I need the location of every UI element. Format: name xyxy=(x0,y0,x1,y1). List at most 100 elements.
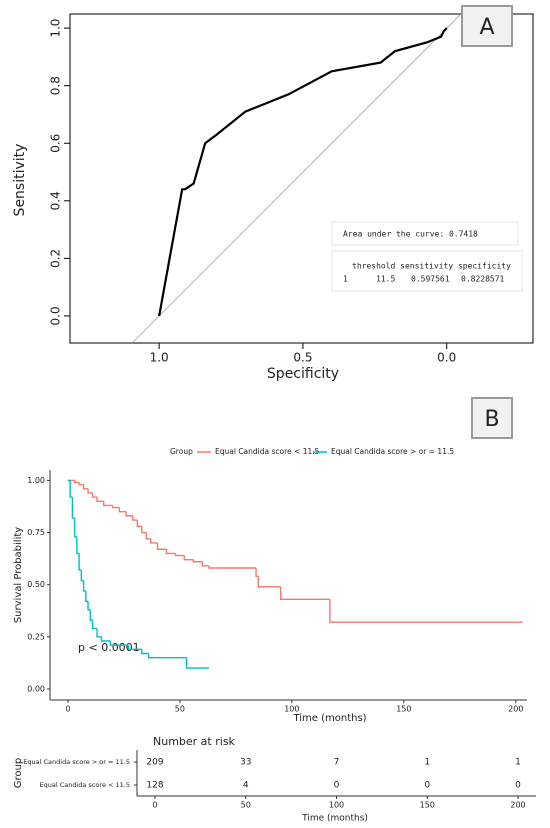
y-tick-label: 0.25 xyxy=(27,632,45,641)
risk-count: 128 xyxy=(146,781,163,791)
row-label: Equal Candida score < 11.5 xyxy=(40,781,130,789)
survival-step xyxy=(127,645,142,651)
x-axis-label: Time (months) xyxy=(301,814,368,824)
survival-step xyxy=(132,515,138,521)
threshold-cell: 1 xyxy=(343,275,348,284)
survival-step xyxy=(141,526,147,534)
risk-count: 1 xyxy=(515,758,521,768)
threshold-cell: 11.5 xyxy=(376,275,395,284)
survival-step xyxy=(87,601,91,611)
survival-step xyxy=(87,488,93,494)
survival-step xyxy=(85,590,89,603)
threshold-header: threshold sensitivity specificity xyxy=(352,262,511,271)
survival-step xyxy=(69,480,73,498)
x-tick-label: 100 xyxy=(284,705,299,714)
y-axis-label: Sensitivity xyxy=(12,144,28,217)
survival-step xyxy=(156,542,167,550)
survival-step xyxy=(109,640,129,646)
x-tick-label: 50 xyxy=(175,705,185,714)
risk-count: 0 xyxy=(515,781,521,791)
roc-curve xyxy=(158,27,448,317)
x-axis-label: Time (months) xyxy=(292,713,366,724)
survival-step xyxy=(73,480,80,484)
panel-label-box xyxy=(461,5,513,47)
panel-label: A xyxy=(479,15,494,40)
survival-step xyxy=(78,553,82,571)
survival-step xyxy=(185,657,209,669)
survival-step xyxy=(82,484,89,490)
y-tick-label: 0.2 xyxy=(49,249,63,268)
x-tick-label: 150 xyxy=(420,801,435,810)
survival-step xyxy=(147,653,187,659)
survival-step xyxy=(80,570,84,582)
survival-step xyxy=(192,559,203,563)
survival-step xyxy=(125,511,133,517)
threshold-cell: 0.8228571 xyxy=(461,275,505,284)
survival-step xyxy=(183,555,194,561)
survival-step xyxy=(174,553,185,557)
table-title: Number at risk xyxy=(153,735,236,748)
risk-count: 4 xyxy=(243,781,249,791)
survival-step xyxy=(100,636,111,642)
survival-step xyxy=(201,561,209,567)
x-tick-label: 0.5 xyxy=(293,351,312,365)
survival-step xyxy=(329,599,523,623)
survival-step xyxy=(103,501,113,507)
x-tick-label: 0 xyxy=(152,801,157,810)
survival-step xyxy=(96,628,102,638)
y-axis-label: Survival Probability xyxy=(13,527,24,623)
panel-label: B xyxy=(484,407,499,432)
x-tick-label: 1.0 xyxy=(150,351,169,365)
survival-step xyxy=(165,549,176,555)
x-tick-label: 150 xyxy=(396,705,411,714)
survival-step xyxy=(91,620,98,630)
auc-text: Area under the curve: 0.7418 xyxy=(343,230,478,239)
survival-step xyxy=(71,497,75,519)
y-tick-label: 1.0 xyxy=(49,19,63,38)
y-tick-label: 0.4 xyxy=(49,191,63,210)
reference-line xyxy=(131,14,462,343)
risk-count: 33 xyxy=(240,758,251,768)
y-tick-label: 0.0 xyxy=(49,306,63,325)
survival-step xyxy=(91,492,98,498)
auc-box xyxy=(331,221,519,246)
survival-step xyxy=(150,538,158,544)
survival-step xyxy=(78,482,84,486)
plot-box xyxy=(69,13,534,344)
survival-step xyxy=(82,580,86,592)
y-tick-label: 1.00 xyxy=(27,476,45,485)
y-tick-label: 0.6 xyxy=(49,134,63,153)
x-tick-label: 0.0 xyxy=(437,351,456,365)
x-tick-label: 50 xyxy=(241,801,251,810)
survival-step xyxy=(96,497,104,502)
x-tick-label: 200 xyxy=(510,801,525,810)
y-tick-label: 0.75 xyxy=(27,528,45,537)
row-label: Equal Candida score > or = 11.5 xyxy=(23,758,130,766)
risk-count: 0 xyxy=(334,781,340,791)
x-tick-label: 0 xyxy=(65,705,70,714)
y-axis-label: Group xyxy=(13,758,24,788)
survival-step xyxy=(73,517,77,538)
p-value: p < 0.0001 xyxy=(78,641,140,654)
survival-step xyxy=(89,609,93,621)
risk-count: 7 xyxy=(334,758,340,768)
risk-count: 209 xyxy=(146,758,163,768)
threshold-cell: 0.597561 xyxy=(411,275,450,284)
survival-step xyxy=(145,532,151,540)
survival-step xyxy=(112,505,120,509)
risk-count: 1 xyxy=(424,758,430,768)
survival-step xyxy=(141,649,149,655)
survival-step xyxy=(257,576,281,588)
panel-label-box xyxy=(471,397,513,439)
legend-label: Equal Candida score > or = 11.5 xyxy=(331,447,454,456)
survival-step xyxy=(118,507,127,513)
survival-step xyxy=(208,565,257,569)
y-tick-label: 0.8 xyxy=(49,76,63,95)
x-axis-label: Specificity xyxy=(267,366,339,382)
y-tick-label: 0.50 xyxy=(27,580,45,589)
survival-step xyxy=(76,536,80,555)
legend-label: Equal Candida score < 11.5 xyxy=(215,447,320,456)
survival-step xyxy=(279,586,330,600)
